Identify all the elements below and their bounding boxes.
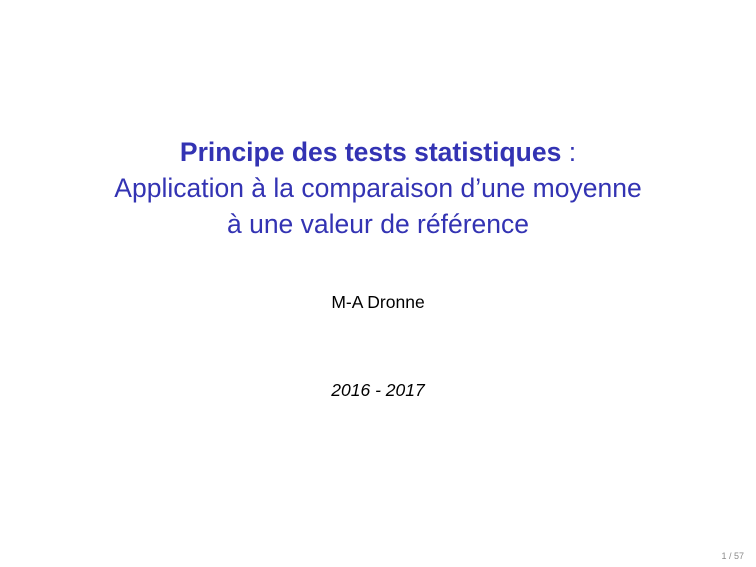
title-colon: :: [561, 137, 577, 167]
title-line: Principe des tests statistiques :: [0, 134, 756, 170]
slide-title: Principe des tests statistiques : Applic…: [0, 134, 756, 242]
title-main: Principe des tests statistiques: [179, 137, 562, 167]
author: M-A Dronne: [331, 292, 425, 312]
date: 2016 - 2017: [331, 380, 425, 400]
subtitle-line-2: à une valeur de référence: [226, 209, 529, 239]
subtitle-line-1: Application à la comparaison d’une moyen…: [114, 173, 642, 203]
page-number: 1 / 57: [721, 551, 744, 561]
